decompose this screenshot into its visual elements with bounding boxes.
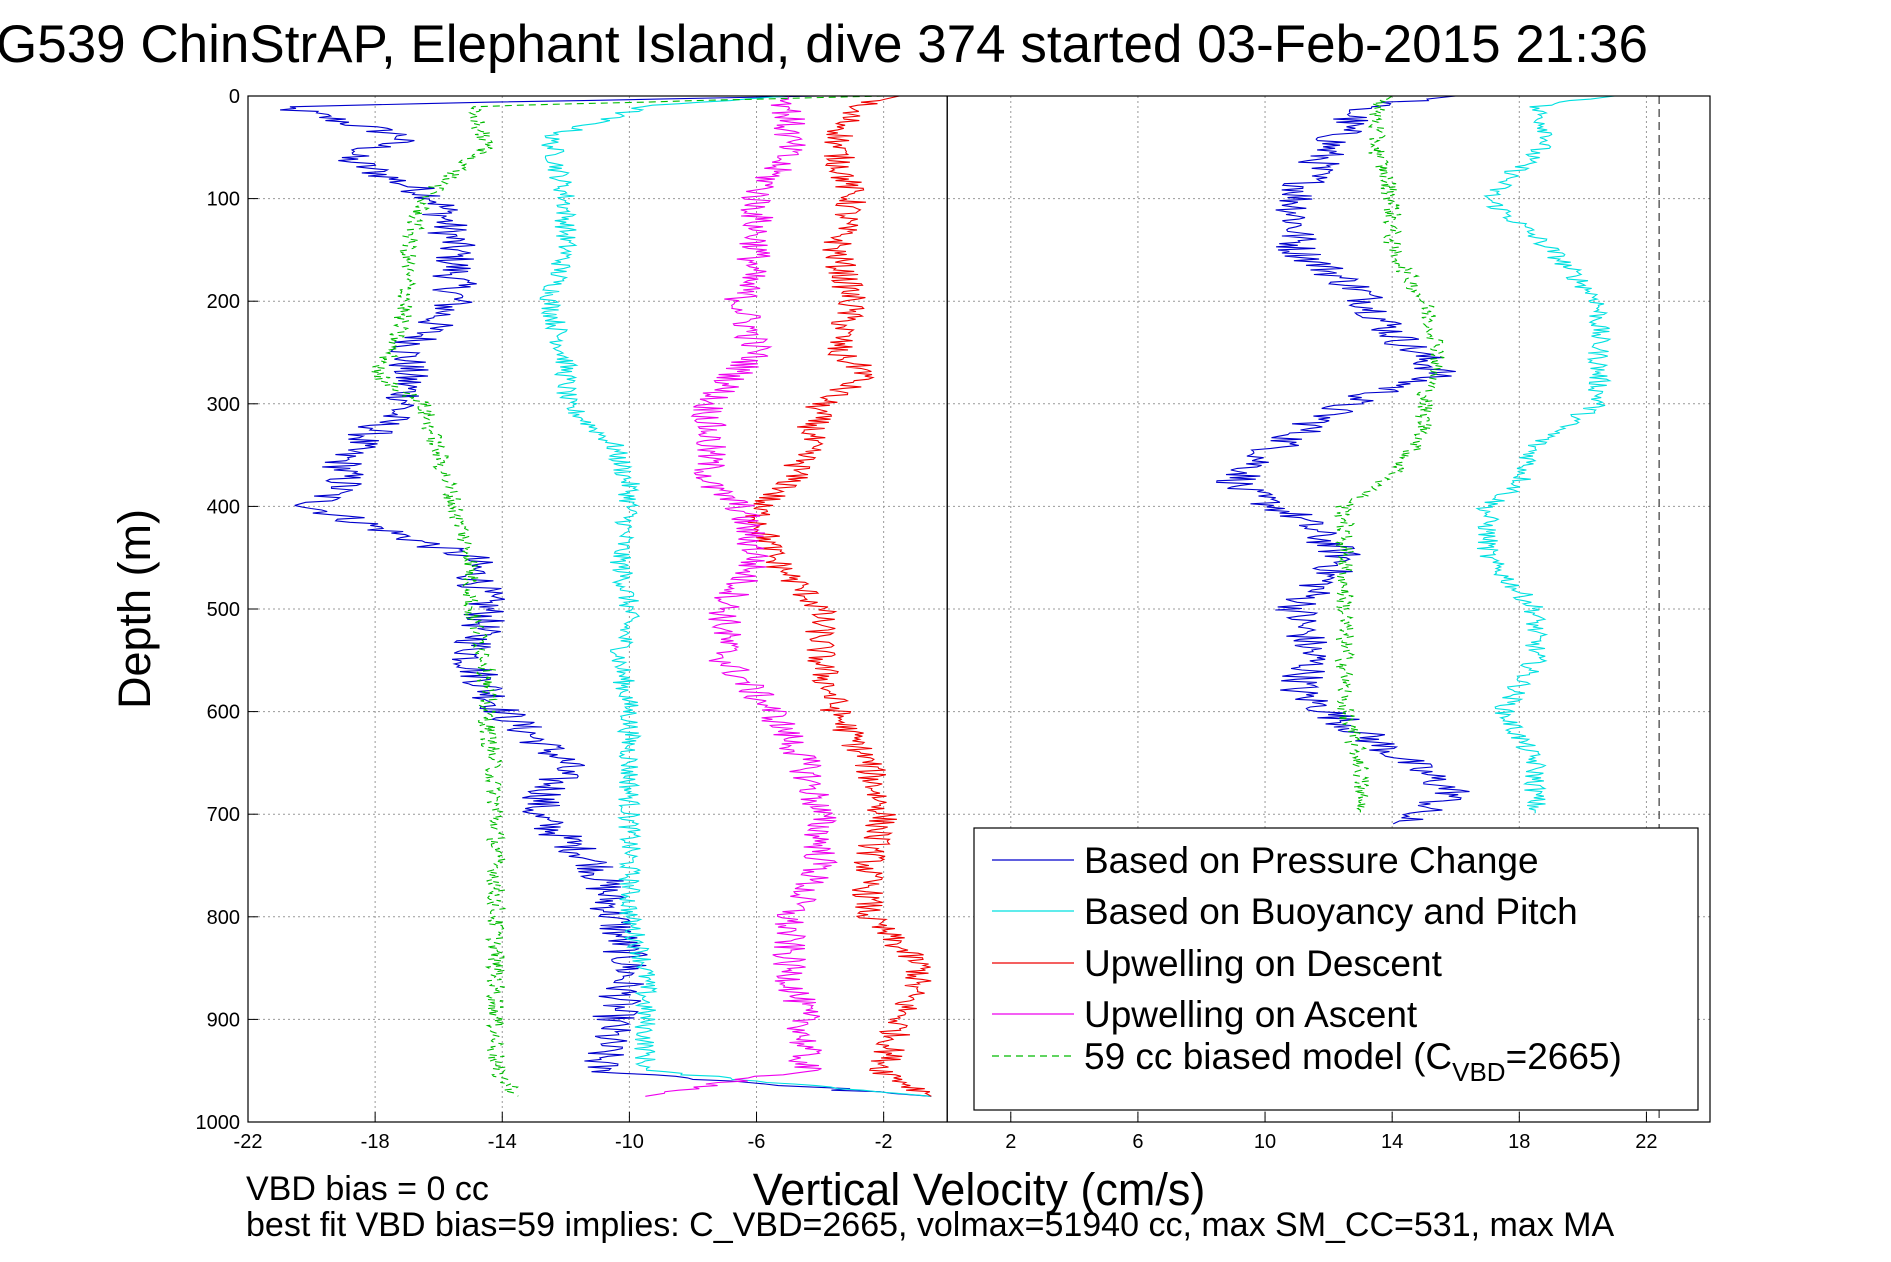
y-tick-label: 200 [207,291,240,313]
y-tick-label: 900 [207,1009,240,1031]
x-tick-label: 22 [1635,1131,1657,1153]
y-tick-label: 500 [207,599,240,621]
y-tick-label: 100 [207,189,240,211]
x-axis-ticks: -22 -18 -14 -10 -6 -2 2 6 10 14 18 22 [234,1112,1658,1153]
legend-label-3: Upwelling on Descent [1084,943,1443,984]
legend-label-subscript: VBD [1452,1057,1505,1087]
series-group [280,95,1615,1097]
y-tick-label: 700 [207,804,240,826]
x-tick-label: 14 [1381,1131,1403,1153]
plot-frame [247,95,1711,1123]
series-line-1-segment-2 [1216,95,1470,825]
x-tick-label: -14 [488,1131,517,1153]
series-line-1-segment-1 [280,95,932,1097]
x-tick-label: 18 [1508,1131,1530,1153]
legend-label-1: Based on Pressure Change [1084,840,1539,881]
footer-line-1: VBD bias = 0 cc [246,1170,489,1208]
legend-label-4: Upwelling on Ascent [1084,994,1418,1035]
x-tick-label: -2 [875,1131,893,1153]
x-tick-label: 2 [1005,1131,1016,1153]
y-tick-label: 800 [207,907,240,929]
footer-line-2: best fit VBD bias=59 implies: C_VBD=2665… [246,1206,1615,1244]
y-tick-label: 0 [229,86,240,108]
series-line-5-segment-2 [1333,95,1446,814]
series-line-4-segment-1 [645,96,838,1097]
legend: Based on Pressure Change Based on Buoyanc… [973,827,1699,1111]
series-line-2-segment-1 [539,95,932,1097]
series-line-2-segment-2 [1475,95,1615,814]
x-axis-label: Vertical Velocity (cm/s) [753,1164,1206,1215]
y-axis-label: Depth (m) [109,509,160,709]
y-tick-label: 600 [207,702,240,724]
legend-label-2: Based on Buoyancy and Pitch [1084,891,1578,932]
series-line-3-segment-1 [745,95,932,1097]
y-axis-ticks: 0 100 200 300 400 500 600 700 800 900 1000 [196,86,258,1134]
x-tick-label: -6 [748,1131,766,1153]
x-tick-label: -18 [361,1131,390,1153]
legend-label-suffix: =2665) [1506,1036,1622,1077]
chart-title: G539 ChinStrAP, Elephant Island, dive 37… [0,15,1648,74]
x-tick-label: -10 [615,1131,644,1153]
reference-lines [946,96,1660,1122]
series-line-5-segment-1 [370,95,884,1097]
x-tick-label: 6 [1132,1131,1143,1153]
y-tick-label: 400 [207,496,240,518]
x-tick-label: 10 [1254,1131,1276,1153]
legend-box [973,827,1699,1111]
x-tick-label: -22 [234,1131,263,1153]
y-tick-label: 300 [207,394,240,416]
y-tick-label: 1000 [196,1112,241,1134]
